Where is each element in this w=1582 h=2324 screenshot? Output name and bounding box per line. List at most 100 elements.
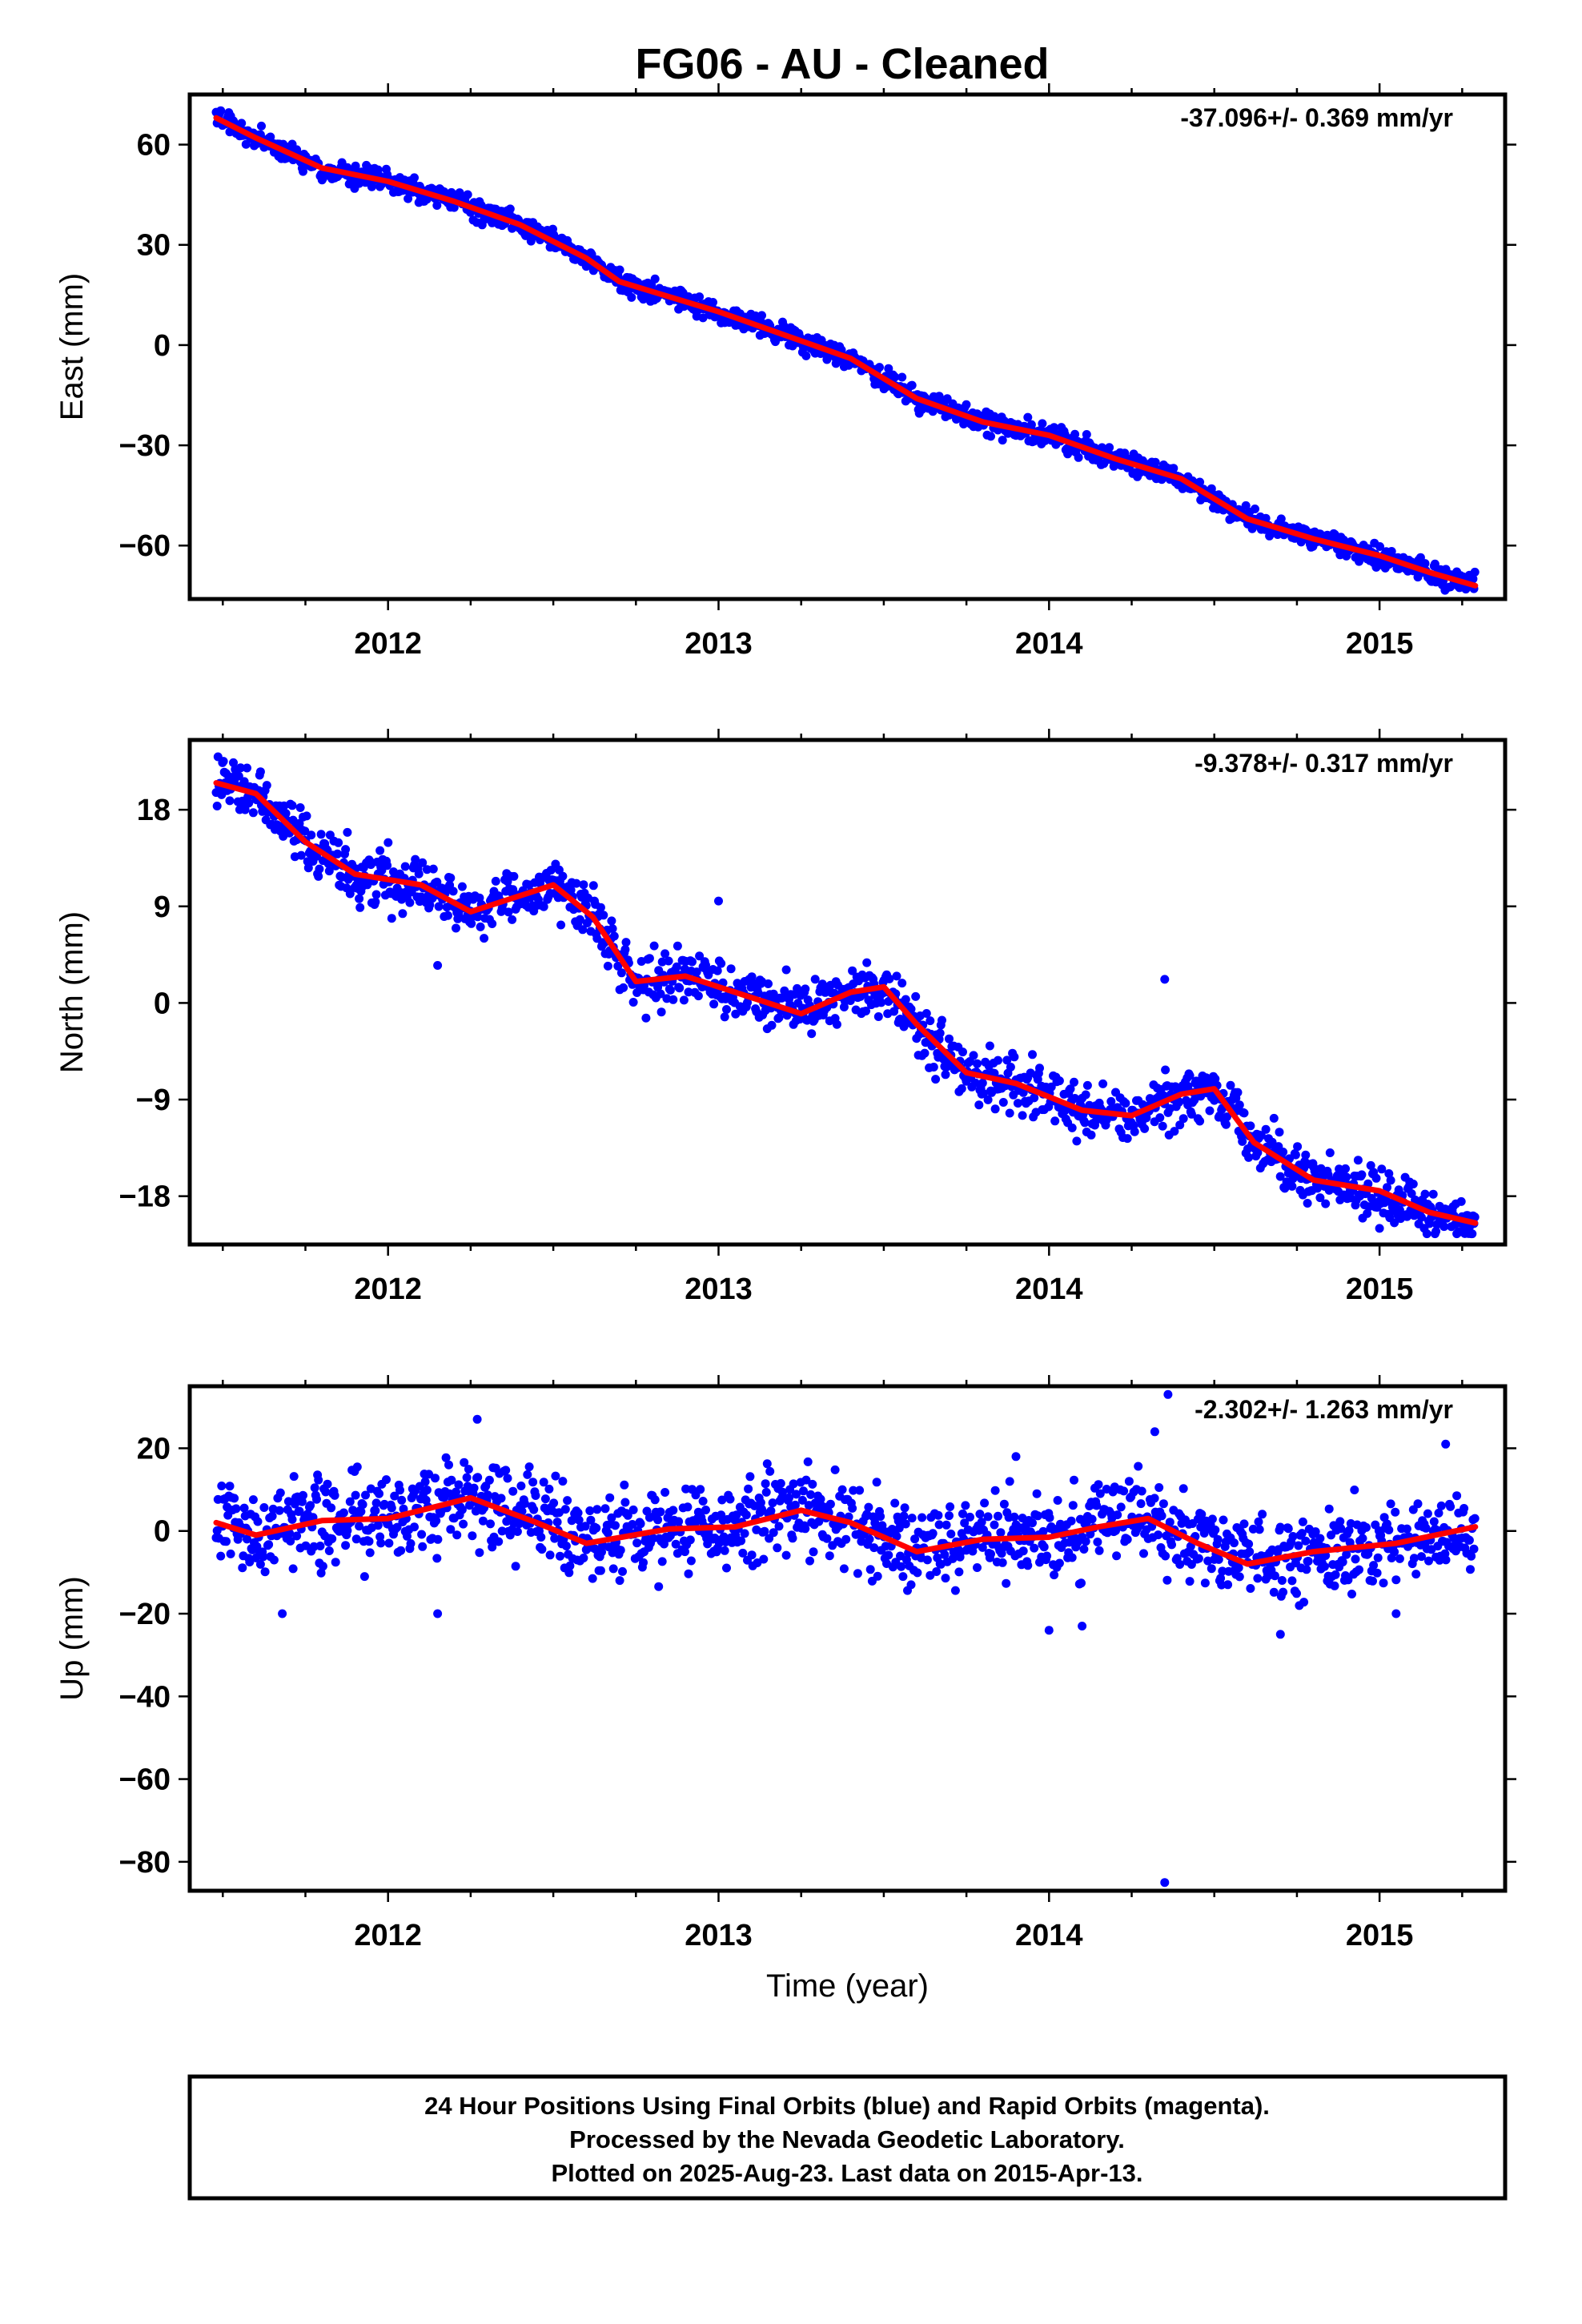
up-data-point [747, 1550, 757, 1560]
up-data-point [1165, 1518, 1174, 1527]
north-data-point [931, 1075, 941, 1084]
up-data-point [512, 1527, 522, 1536]
east-x-tick-label: 2013 [685, 627, 753, 661]
north-data-point [1010, 1052, 1019, 1062]
north-data-point [1246, 1121, 1255, 1131]
up-data-point [683, 1502, 693, 1512]
up-data-point [1139, 1549, 1148, 1558]
up-data-point [769, 1528, 778, 1538]
north-data-point [1013, 1099, 1022, 1108]
up-data-point [1358, 1534, 1367, 1543]
up-data-point [462, 1473, 472, 1482]
north-data-point [1395, 1205, 1404, 1215]
up-data-point [722, 1563, 731, 1573]
up-data-point [355, 1522, 364, 1531]
north-data-point [1035, 1063, 1044, 1073]
up-data-point [592, 1505, 602, 1514]
up-data-point [990, 1520, 999, 1530]
up-data-point [345, 1497, 355, 1506]
up-data-point [717, 1495, 727, 1505]
up-outlier-point [1150, 1427, 1159, 1437]
north-data-point [371, 897, 380, 907]
up-data-point [776, 1478, 785, 1488]
up-data-point [1411, 1570, 1421, 1579]
up-data-point [1030, 1543, 1039, 1553]
up-data-point [549, 1498, 559, 1508]
up-data-point [1424, 1556, 1433, 1566]
up-data-point [986, 1550, 995, 1558]
north-data-point [1070, 1077, 1078, 1087]
north-data-point [1195, 1116, 1205, 1126]
east-data-point [410, 173, 419, 183]
up-data-point [483, 1490, 492, 1500]
up-data-point [288, 1564, 298, 1574]
north-data-point [621, 938, 631, 947]
north-data-point [793, 983, 802, 993]
north-data-point [897, 979, 907, 988]
north-data-point [1275, 1128, 1284, 1137]
north-data-point [1005, 1108, 1014, 1118]
north-data-point [1121, 1099, 1130, 1108]
up-data-point [424, 1470, 434, 1479]
up-data-point [932, 1567, 942, 1576]
north-data-point [418, 858, 428, 867]
up-data-point [1167, 1540, 1176, 1550]
up-outlier-point [1441, 1439, 1451, 1449]
up-data-point [267, 1511, 277, 1521]
north-data-point [1439, 1222, 1449, 1232]
up-data-point [245, 1558, 255, 1566]
up-data-point [1299, 1598, 1309, 1607]
up-panel: 2012 2013 2014 2015 20 0 −20 −40 −60 −80 -2.302+/… [54, 1375, 1516, 2004]
north-data-point [255, 767, 265, 777]
up-data-point [1158, 1499, 1168, 1509]
north-data-point [1408, 1180, 1418, 1188]
up-data-point [686, 1556, 696, 1566]
up-data-point [1223, 1580, 1233, 1590]
up-data-point [1032, 1489, 1042, 1498]
up-data-point [639, 1558, 648, 1567]
up-data-point [1219, 1515, 1228, 1525]
north-data-point [1067, 1123, 1077, 1132]
up-data-point [310, 1483, 319, 1493]
north-data-point [1186, 1109, 1196, 1119]
up-data-point [620, 1498, 630, 1507]
up-data-point [737, 1536, 746, 1546]
north-data-point [476, 922, 485, 931]
north-data-point [1325, 1148, 1335, 1157]
up-data-point [469, 1483, 479, 1493]
north-data-point [957, 1084, 966, 1093]
up-data-point [375, 1489, 383, 1498]
up-data-point [1068, 1501, 1078, 1510]
north-data-point [243, 763, 251, 773]
up-outlier-point [1163, 1389, 1173, 1399]
north-data-point [504, 907, 513, 917]
up-data-point [1369, 1561, 1379, 1570]
up-data-point [1092, 1501, 1102, 1510]
up-x-tick-label: 2013 [685, 1919, 753, 1952]
north-data-point [1178, 1114, 1188, 1124]
up-outlier-point [1391, 1609, 1401, 1618]
up-data-point [1297, 1529, 1307, 1538]
up-data-point [681, 1547, 689, 1557]
up-data-point [740, 1529, 749, 1538]
north-data-point [709, 999, 719, 1009]
up-data-point [761, 1479, 770, 1489]
up-data-point [607, 1513, 616, 1522]
north-data-point [911, 991, 921, 1001]
north-data-point [901, 995, 910, 1004]
up-data-point [1436, 1501, 1446, 1510]
up-data-point [605, 1493, 615, 1502]
up-data-point [1301, 1536, 1311, 1546]
up-data-point [608, 1564, 618, 1574]
up-data-point [323, 1479, 332, 1489]
east-data-point [463, 190, 472, 199]
north-data-point [1261, 1124, 1271, 1134]
north-data-point [1313, 1184, 1322, 1193]
up-data-point [973, 1563, 982, 1572]
north-data-point [212, 802, 222, 810]
north-data-point [1130, 1127, 1139, 1136]
north-data-point [885, 974, 894, 983]
north-data-point [1357, 1170, 1367, 1180]
up-data-point [1452, 1491, 1462, 1501]
up-data-point [1178, 1484, 1188, 1494]
